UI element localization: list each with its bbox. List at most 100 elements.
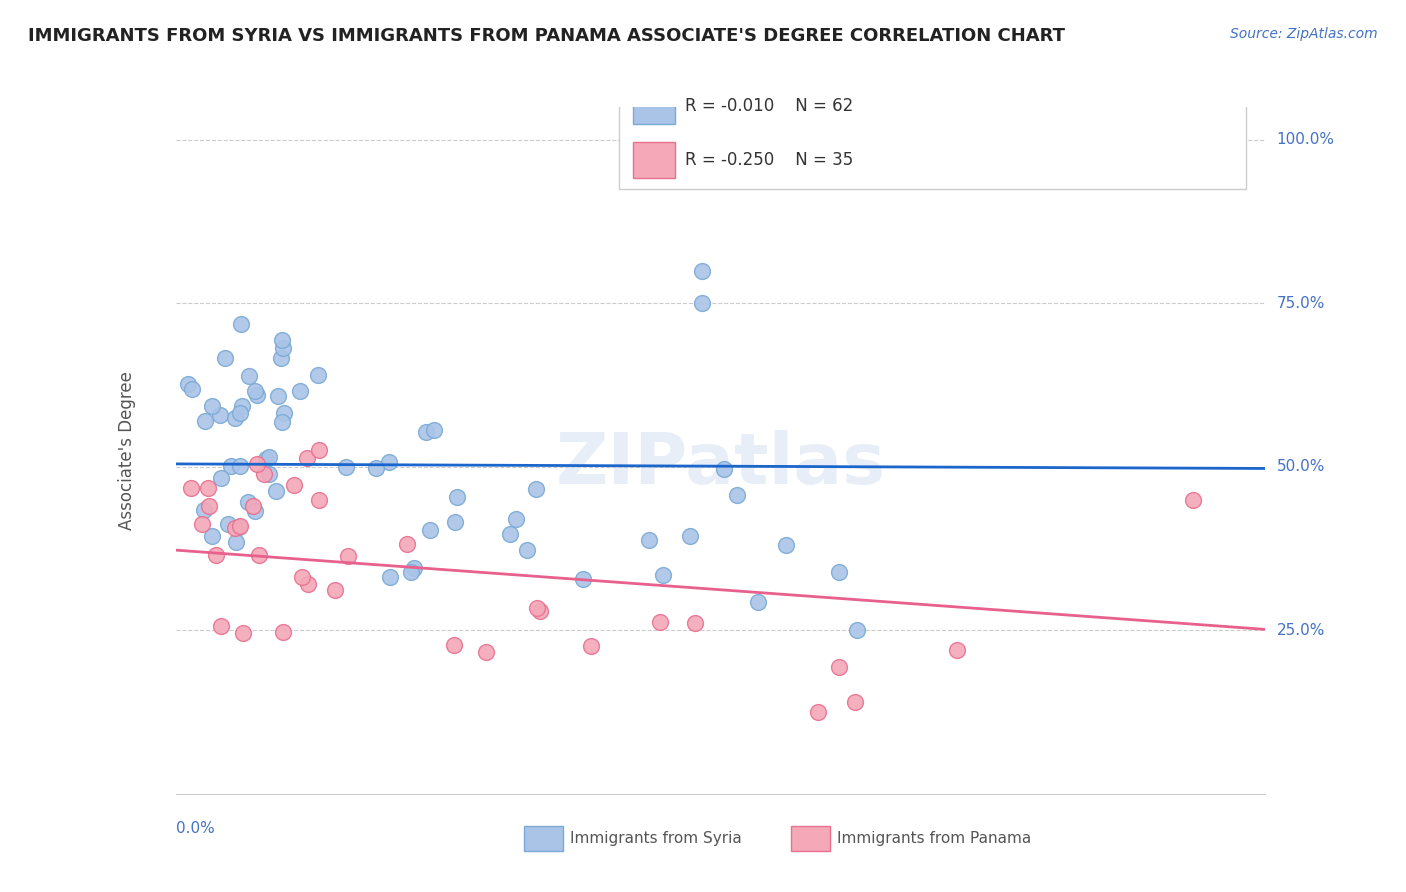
Text: Immigrants from Syria: Immigrants from Syria xyxy=(571,831,742,846)
Point xyxy=(246,458,269,472)
Point xyxy=(295,451,318,466)
Point xyxy=(270,351,292,365)
Point xyxy=(225,534,247,549)
Text: IMMIGRANTS FROM SYRIA VS IMMIGRANTS FROM PANAMA ASSOCIATE'S DEGREE CORRELATION C: IMMIGRANTS FROM SYRIA VS IMMIGRANTS FROM… xyxy=(28,27,1066,45)
Point xyxy=(208,408,231,422)
Point xyxy=(679,529,702,543)
Point xyxy=(270,333,292,347)
Point xyxy=(209,470,232,484)
Point xyxy=(529,604,551,618)
Point xyxy=(194,415,217,429)
Point xyxy=(516,543,538,558)
Point xyxy=(364,460,387,475)
Text: 50.0%: 50.0% xyxy=(1277,459,1324,475)
Point xyxy=(177,377,200,392)
Point xyxy=(1181,492,1204,507)
Point xyxy=(243,504,266,518)
Point xyxy=(402,561,425,575)
Point xyxy=(257,467,280,482)
Point xyxy=(180,481,202,495)
Point xyxy=(198,500,221,514)
Point xyxy=(443,515,465,529)
Point xyxy=(571,572,593,586)
Bar xyxy=(633,88,675,124)
Point xyxy=(415,425,437,439)
Text: Immigrants from Panama: Immigrants from Panama xyxy=(837,831,1032,846)
Bar xyxy=(633,142,675,178)
Point xyxy=(638,533,661,547)
Point xyxy=(191,517,214,532)
Point xyxy=(297,577,319,591)
Point xyxy=(200,400,222,414)
Point xyxy=(499,527,522,541)
Point xyxy=(243,384,266,398)
Point xyxy=(945,643,967,657)
Point xyxy=(323,582,346,597)
Point xyxy=(337,549,360,563)
Point xyxy=(217,516,239,531)
Point xyxy=(579,639,602,653)
Point xyxy=(193,503,215,517)
Text: 100.0%: 100.0% xyxy=(1277,132,1334,147)
Point xyxy=(308,492,330,507)
Point xyxy=(380,570,402,584)
Point xyxy=(475,645,498,659)
Point xyxy=(229,459,252,474)
Point xyxy=(254,451,277,466)
Point xyxy=(446,490,468,504)
Text: 25.0%: 25.0% xyxy=(1277,623,1324,638)
Point xyxy=(247,549,270,563)
Point xyxy=(236,495,259,509)
Point xyxy=(229,317,252,331)
Point xyxy=(307,368,329,383)
Point xyxy=(224,411,246,425)
Point xyxy=(228,406,250,420)
Point xyxy=(683,615,706,630)
Point xyxy=(273,406,295,420)
Point xyxy=(271,624,294,639)
Point xyxy=(238,368,260,383)
Point xyxy=(308,442,330,457)
Point xyxy=(692,296,714,310)
Point xyxy=(291,570,314,584)
Text: 0.0%: 0.0% xyxy=(176,822,215,837)
Point xyxy=(775,538,797,552)
Point xyxy=(267,389,290,403)
Point xyxy=(725,488,748,502)
Point xyxy=(219,458,242,473)
Point xyxy=(443,638,465,652)
Point xyxy=(692,263,714,277)
Text: 75.0%: 75.0% xyxy=(1277,296,1324,310)
Point xyxy=(423,423,446,437)
Text: Source: ZipAtlas.com: Source: ZipAtlas.com xyxy=(1230,27,1378,41)
Text: R = -0.250    N = 35: R = -0.250 N = 35 xyxy=(685,151,853,169)
Point xyxy=(253,467,276,481)
Point xyxy=(828,566,851,580)
Point xyxy=(844,695,866,709)
Point xyxy=(197,481,219,495)
Point xyxy=(652,568,675,582)
Point xyxy=(845,623,868,637)
Point xyxy=(228,520,250,534)
Point xyxy=(419,523,441,537)
Point xyxy=(713,461,735,475)
Point xyxy=(205,548,228,562)
Point xyxy=(229,519,252,533)
Point xyxy=(378,455,401,469)
Point xyxy=(242,500,264,514)
Point xyxy=(214,351,236,365)
Point xyxy=(396,537,419,551)
Point xyxy=(257,450,280,464)
Point xyxy=(505,512,527,526)
Point xyxy=(648,615,671,630)
Point xyxy=(181,382,204,396)
Point xyxy=(524,482,547,496)
Point xyxy=(266,484,288,499)
Point xyxy=(827,660,849,674)
Point xyxy=(526,600,548,615)
Point xyxy=(271,342,294,356)
Point xyxy=(209,619,232,633)
Point xyxy=(232,626,254,640)
Point xyxy=(224,521,246,535)
FancyBboxPatch shape xyxy=(619,90,1246,189)
